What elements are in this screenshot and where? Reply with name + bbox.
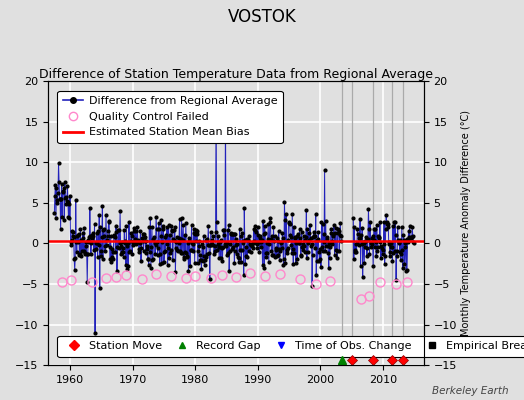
Legend: Station Move, Record Gap, Time of Obs. Change, Empirical Break: Station Move, Record Gap, Time of Obs. C… [58,336,524,357]
Text: VOSTOK: VOSTOK [227,8,297,26]
Text: Berkeley Earth: Berkeley Earth [432,386,508,396]
Title: Difference of Station Temperature Data from Regional Average: Difference of Station Temperature Data f… [39,68,433,81]
Y-axis label: Monthly Temperature Anomaly Difference (°C): Monthly Temperature Anomaly Difference (… [461,110,471,336]
